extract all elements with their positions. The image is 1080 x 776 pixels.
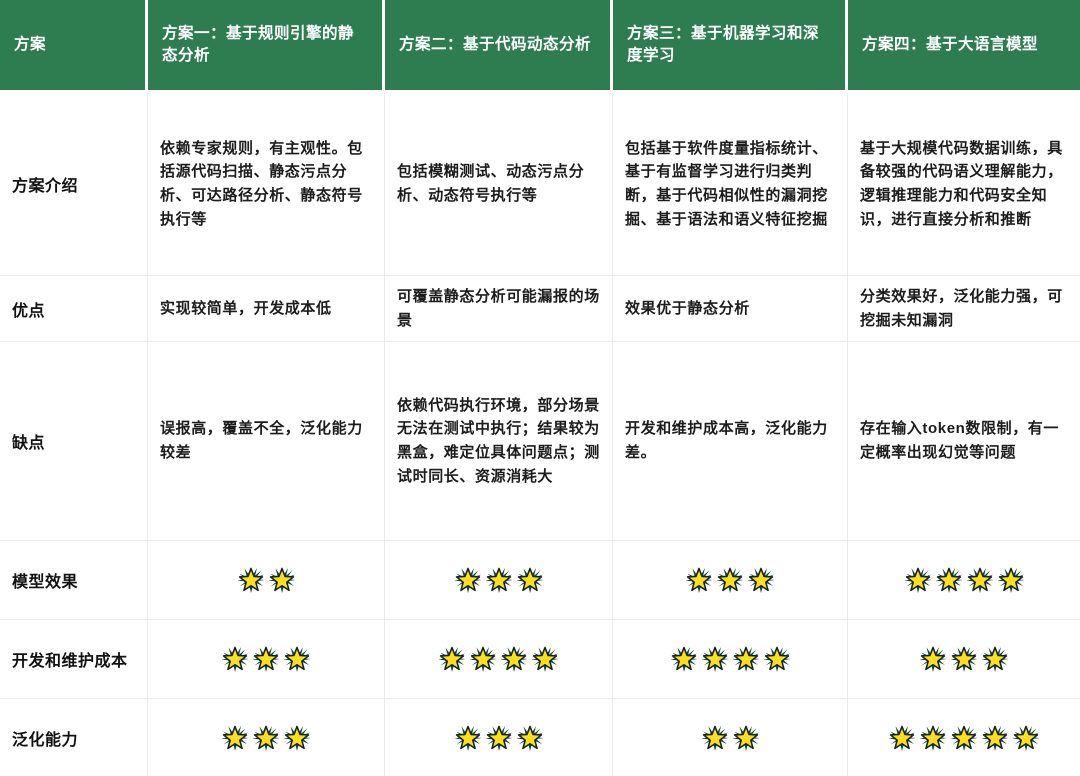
star-burst-icon xyxy=(701,724,728,751)
star-rating-generalization-scheme-2 xyxy=(385,699,613,776)
star-burst-icon xyxy=(253,646,279,672)
star-burst-icon xyxy=(485,724,512,751)
star-burst-icon xyxy=(920,724,946,751)
star-burst-icon xyxy=(982,646,1008,672)
star-burst-icon xyxy=(717,567,743,593)
star-burst-icon xyxy=(532,646,558,672)
cons-cell-scheme-2: 依赖代码执行环境，部分场景无法在测试中执行；结果较为黑盒，难定位具体问题点；测试… xyxy=(385,342,613,541)
star-burst-icon xyxy=(670,646,697,672)
header-label: 方案一：基于规则引擎的静态分析 xyxy=(162,24,355,64)
row-label-pros: 优点 xyxy=(0,276,148,342)
star-burst-icon xyxy=(222,724,248,751)
star-burst-icon xyxy=(732,646,759,672)
star-rating-dev-cost-scheme-3 xyxy=(613,620,848,699)
row-label-model-effect: 模型效果 xyxy=(0,541,148,620)
header-cell-scheme: 方案 xyxy=(0,0,148,93)
star-burst-icon xyxy=(284,646,310,672)
header-label: 方案 xyxy=(14,35,47,53)
star-burst-icon xyxy=(516,567,543,593)
pros-cell-scheme-1: 实现较简单，开发成本低 xyxy=(148,276,385,342)
intro-cell-scheme-2: 包括模糊测试、动态污点分析、动态符号执行等 xyxy=(385,93,613,276)
intro-cell-scheme-1: 依赖专家规则，有主观性。包括源代码扫描、静态污点分析、可达路径分析、静态符号执行… xyxy=(148,93,385,276)
star-rating-generalization-scheme-1 xyxy=(148,699,385,776)
pros-cell-scheme-2: 可覆盖静态分析可能漏报的场景 xyxy=(385,276,613,342)
star-rating-dev-cost-scheme-1 xyxy=(148,620,385,699)
star-burst-icon xyxy=(966,567,993,593)
header-cell-scheme-2: 方案二：基于代码动态分析 xyxy=(385,0,613,93)
header-label: 方案四：基于大语言模型 xyxy=(862,35,1039,53)
star-burst-icon xyxy=(268,567,295,593)
header-cell-scheme-3: 方案三：基于机器学习和深度学习 xyxy=(613,0,848,93)
intro-cell-scheme-3: 包括基于软件度量指标统计、基于有监督学习进行归类判断，基于代码相似性的漏洞挖掘、… xyxy=(613,93,848,276)
star-burst-icon xyxy=(237,567,264,593)
header-cell-scheme-4: 方案四：基于大语言模型 xyxy=(848,0,1080,93)
row-label-dev-cost: 开发和维护成本 xyxy=(0,620,148,699)
star-burst-icon xyxy=(889,724,915,751)
star-rating-dev-cost-scheme-2 xyxy=(385,620,613,699)
star-rating-model-effect-scheme-2 xyxy=(385,541,613,620)
star-burst-icon xyxy=(748,567,774,593)
star-rating-model-effect-scheme-4 xyxy=(848,541,1080,620)
row-label-intro: 方案介绍 xyxy=(0,93,148,276)
star-burst-icon xyxy=(732,724,759,751)
star-burst-icon xyxy=(686,567,712,593)
header-cell-scheme-1: 方案一：基于规则引擎的静态分析 xyxy=(148,0,385,93)
star-burst-icon xyxy=(951,724,977,751)
star-burst-icon xyxy=(701,646,728,672)
row-label-cons: 缺点 xyxy=(0,342,148,541)
star-rating-model-effect-scheme-1 xyxy=(148,541,385,620)
star-burst-icon xyxy=(439,646,465,672)
star-rating-generalization-scheme-3 xyxy=(613,699,848,776)
star-burst-icon xyxy=(454,724,481,751)
star-burst-icon xyxy=(222,646,248,672)
cons-cell-scheme-3: 开发和维护成本高，泛化能力差。 xyxy=(613,342,848,541)
star-rating-generalization-scheme-4 xyxy=(848,699,1080,776)
star-burst-icon xyxy=(470,646,496,672)
header-label: 方案三：基于机器学习和深度学习 xyxy=(627,24,820,64)
star-burst-icon xyxy=(516,724,543,751)
cons-cell-scheme-4: 存在输入token数限制，有一定概率出现幻觉等问题 xyxy=(848,342,1080,541)
star-burst-icon xyxy=(997,567,1024,593)
star-burst-icon xyxy=(935,567,962,593)
header-label: 方案二：基于代码动态分析 xyxy=(399,35,592,53)
star-burst-icon xyxy=(501,646,527,672)
star-burst-icon xyxy=(284,724,310,751)
star-burst-icon xyxy=(920,646,946,672)
star-burst-icon xyxy=(253,724,279,751)
intro-cell-scheme-4: 基于大规模代码数据训练，具备较强的代码语义理解能力，逻辑推理能力和代码安全知识，… xyxy=(848,93,1080,276)
star-burst-icon xyxy=(951,646,977,672)
star-rating-dev-cost-scheme-4 xyxy=(848,620,1080,699)
star-burst-icon xyxy=(982,724,1008,751)
pros-cell-scheme-3: 效果优于静态分析 xyxy=(613,276,848,342)
star-burst-icon xyxy=(485,567,512,593)
pros-cell-scheme-4: 分类效果好，泛化能力强，可挖掘未知漏洞 xyxy=(848,276,1080,342)
cons-cell-scheme-1: 误报高，覆盖不全，泛化能力较差 xyxy=(148,342,385,541)
star-burst-icon xyxy=(904,567,931,593)
star-burst-icon xyxy=(763,646,790,672)
row-label-generalization: 泛化能力 xyxy=(0,699,148,776)
star-burst-icon xyxy=(454,567,481,593)
star-rating-model-effect-scheme-3 xyxy=(613,541,848,620)
star-burst-icon xyxy=(1013,724,1039,751)
